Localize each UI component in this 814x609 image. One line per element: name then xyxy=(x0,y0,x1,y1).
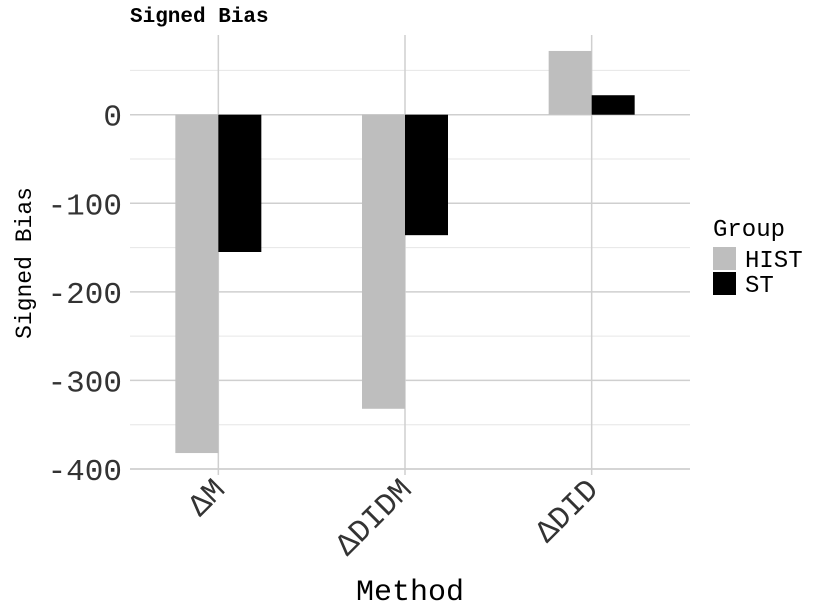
bar-st-2 xyxy=(591,95,635,115)
x-tick-label: ΔDIDM xyxy=(330,473,421,564)
bar-st-0 xyxy=(218,114,262,252)
y-tick-label: -300 xyxy=(48,366,122,401)
x-tick-label: ΔDID xyxy=(529,473,606,550)
bar-st-1 xyxy=(405,114,448,236)
chart-title: Signed Bias xyxy=(130,6,269,29)
y-tick-label: -100 xyxy=(48,189,122,224)
y-tick-label: 0 xyxy=(103,101,122,136)
y-tick-label: -400 xyxy=(48,455,122,490)
legend-title: Group xyxy=(713,217,785,244)
y-axis-ticks: 0 -100 -200 -300 -400 xyxy=(48,101,122,490)
x-axis-ticks: ΔM ΔDIDM ΔDID xyxy=(182,469,607,564)
x-tick-label: ΔM xyxy=(182,473,233,524)
bar-hist-1 xyxy=(362,114,405,409)
y-axis-title: Signed Bias xyxy=(12,187,38,339)
legend-label-st: ST xyxy=(745,273,774,300)
legend-swatch-st xyxy=(713,272,736,295)
y-tick-label: -200 xyxy=(48,278,122,313)
legend: Group HIST ST xyxy=(713,217,803,300)
legend-swatch-hist xyxy=(713,247,736,270)
x-axis-title: Method xyxy=(356,576,464,609)
bar-hist-0 xyxy=(175,114,219,454)
legend-label-hist: HIST xyxy=(745,248,803,275)
bars xyxy=(175,50,635,454)
bar-hist-2 xyxy=(548,50,592,115)
